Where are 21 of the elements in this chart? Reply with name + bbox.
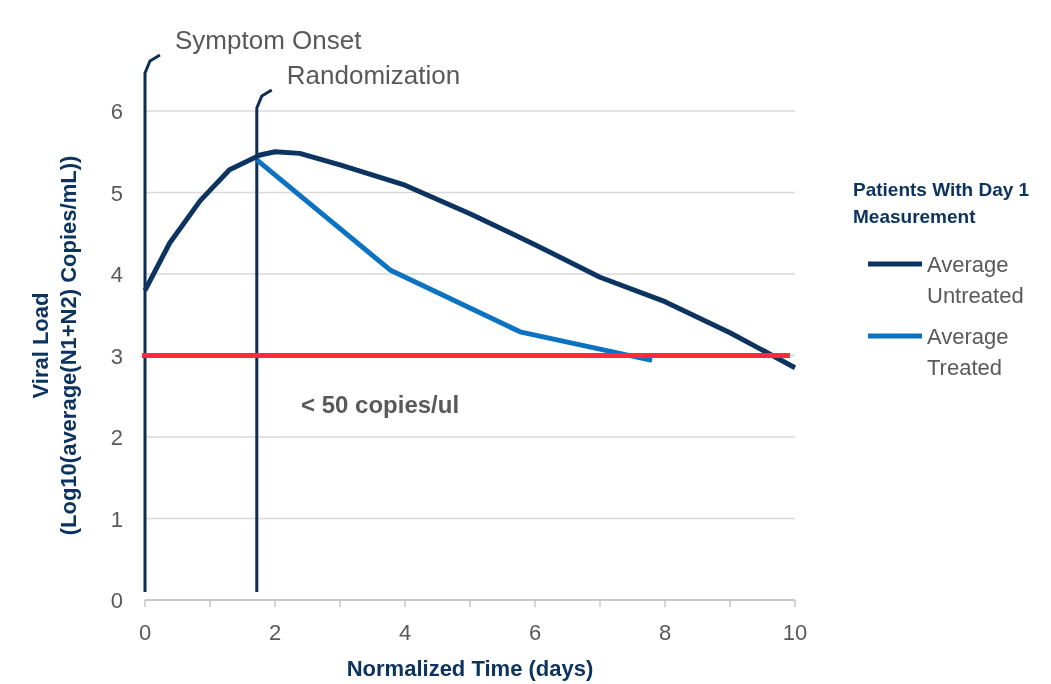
y-tick-label: 5 [110,180,123,206]
y-axis-title: Viral Load (Log10(average(N1+N2) Copies/mL)) [28,155,81,536]
legend-label: Average Untreated [927,252,1024,308]
x-tick-label: 0 [138,620,152,645]
y-tick-label: 1 [110,506,123,532]
y-tick-label: 2 [110,425,123,450]
x-axis-title: Normalized Time (days) [346,656,594,681]
y-tick-label: 4 [110,262,123,287]
legend-label: Average Treated [927,324,1009,380]
x-tick-label: 10 [782,620,808,645]
ref-line-label: Randomization [286,60,461,90]
ref-line-label: Symptom Onset [175,25,363,55]
ref-line-label: < 50 copies/ul [301,390,460,418]
x-tick-label: 8 [658,620,672,645]
legend-title: Patients With Day 1 Measurement [853,179,1030,227]
y-tick-label: 0 [110,588,123,613]
x-tick-label: 6 [528,620,542,645]
x-tick-label: 2 [268,620,282,645]
x-tick-label: 4 [398,620,412,645]
y-tick-label: 6 [110,99,123,124]
y-tick-label: 3 [110,343,123,369]
